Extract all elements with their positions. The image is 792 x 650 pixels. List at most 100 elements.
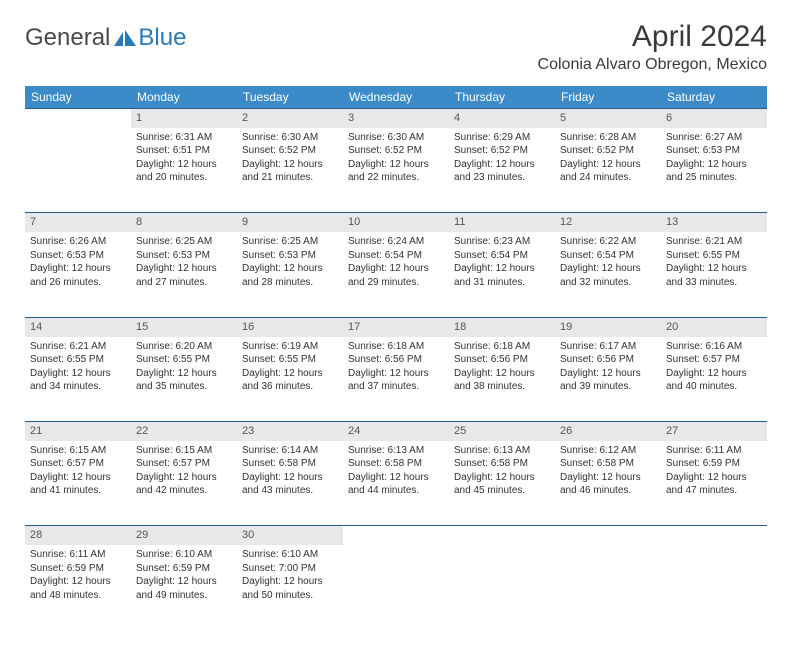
day-info-line: Daylight: 12 hours: [242, 158, 338, 172]
day-info-line: Sunrise: 6:12 AM: [560, 444, 656, 458]
day-info-line: and 48 minutes.: [30, 589, 126, 603]
logo-sail-icon: [114, 30, 136, 48]
day-info-line: Sunrise: 6:28 AM: [560, 131, 656, 145]
day-info-line: Daylight: 12 hours: [454, 158, 550, 172]
day-info-line: and 34 minutes.: [30, 380, 126, 394]
day-data-cell: Sunrise: 6:28 AMSunset: 6:52 PMDaylight:…: [555, 128, 661, 213]
day-info-line: Sunrise: 6:16 AM: [666, 340, 762, 354]
day-info-line: Sunrise: 6:13 AM: [348, 444, 444, 458]
day-info-line: Sunrise: 6:21 AM: [30, 340, 126, 354]
day-info-line: and 20 minutes.: [136, 171, 232, 185]
day-info-line: and 41 minutes.: [30, 484, 126, 498]
day-data-cell: [25, 128, 131, 213]
day-info-line: Sunrise: 6:25 AM: [136, 235, 232, 249]
day-info-line: and 43 minutes.: [242, 484, 338, 498]
day-info-line: Sunset: 6:57 PM: [30, 457, 126, 471]
day-info-line: and 25 minutes.: [666, 171, 762, 185]
day-number-cell: 1: [131, 109, 237, 128]
day-info-line: Sunset: 6:51 PM: [136, 144, 232, 158]
day-number-cell: 3: [343, 109, 449, 128]
weekday-header: Tuesday: [237, 86, 343, 109]
day-number-cell: 7: [25, 213, 131, 232]
day-data-cell: Sunrise: 6:13 AMSunset: 6:58 PMDaylight:…: [343, 441, 449, 526]
day-data-cell: Sunrise: 6:11 AMSunset: 6:59 PMDaylight:…: [25, 545, 131, 630]
day-info-line: Sunset: 6:55 PM: [242, 353, 338, 367]
day-info-line: Sunrise: 6:20 AM: [136, 340, 232, 354]
day-info-line: and 46 minutes.: [560, 484, 656, 498]
day-info-line: Sunrise: 6:17 AM: [560, 340, 656, 354]
day-data-cell: Sunrise: 6:10 AMSunset: 6:59 PMDaylight:…: [131, 545, 237, 630]
day-info-line: Sunset: 6:58 PM: [560, 457, 656, 471]
day-info-line: Sunrise: 6:10 AM: [136, 548, 232, 562]
day-data-cell: Sunrise: 6:29 AMSunset: 6:52 PMDaylight:…: [449, 128, 555, 213]
day-data-cell: Sunrise: 6:21 AMSunset: 6:55 PMDaylight:…: [25, 337, 131, 422]
day-data-cell: Sunrise: 6:20 AMSunset: 6:55 PMDaylight:…: [131, 337, 237, 422]
logo-text-blue: Blue: [138, 24, 186, 52]
weekday-header: Friday: [555, 86, 661, 109]
calendar-table: Sunday Monday Tuesday Wednesday Thursday…: [25, 86, 767, 630]
day-data-cell: Sunrise: 6:18 AMSunset: 6:56 PMDaylight:…: [343, 337, 449, 422]
day-data-cell: Sunrise: 6:18 AMSunset: 6:56 PMDaylight:…: [449, 337, 555, 422]
day-info-line: Daylight: 12 hours: [136, 471, 232, 485]
day-number-cell: 9: [237, 213, 343, 232]
day-number-cell: 22: [131, 422, 237, 441]
day-info-line: Daylight: 12 hours: [454, 367, 550, 381]
day-info-line: and 42 minutes.: [136, 484, 232, 498]
day-info-line: Sunrise: 6:31 AM: [136, 131, 232, 145]
day-data-cell: Sunrise: 6:13 AMSunset: 6:58 PMDaylight:…: [449, 441, 555, 526]
day-data-cell: Sunrise: 6:10 AMSunset: 7:00 PMDaylight:…: [237, 545, 343, 630]
day-info-line: Daylight: 12 hours: [454, 262, 550, 276]
day-info-line: Sunrise: 6:30 AM: [242, 131, 338, 145]
day-info-line: Sunrise: 6:15 AM: [30, 444, 126, 458]
day-data-cell: Sunrise: 6:27 AMSunset: 6:53 PMDaylight:…: [661, 128, 767, 213]
day-number-cell: 25: [449, 422, 555, 441]
day-number-cell: 2: [237, 109, 343, 128]
day-info-line: Sunset: 6:53 PM: [242, 249, 338, 263]
day-info-line: Sunset: 6:58 PM: [348, 457, 444, 471]
day-info-line: and 47 minutes.: [666, 484, 762, 498]
day-number-row: 21222324252627: [25, 422, 767, 441]
day-info-line: Sunrise: 6:15 AM: [136, 444, 232, 458]
day-number-cell: 17: [343, 317, 449, 336]
day-info-line: Daylight: 12 hours: [666, 158, 762, 172]
day-info-line: and 35 minutes.: [136, 380, 232, 394]
weekday-header: Thursday: [449, 86, 555, 109]
day-number-cell: 29: [131, 526, 237, 545]
day-info-line: Sunset: 6:55 PM: [136, 353, 232, 367]
day-info-line: Daylight: 12 hours: [560, 158, 656, 172]
day-info-line: and 37 minutes.: [348, 380, 444, 394]
day-info-line: Sunset: 6:57 PM: [136, 457, 232, 471]
day-number-cell: 12: [555, 213, 661, 232]
location-text: Colonia Alvaro Obregon, Mexico: [538, 56, 767, 74]
day-data-cell: Sunrise: 6:21 AMSunset: 6:55 PMDaylight:…: [661, 232, 767, 317]
day-info-line: and 49 minutes.: [136, 589, 232, 603]
day-number-cell: [661, 526, 767, 545]
logo-text-general: General: [25, 24, 110, 52]
day-info-line: Sunset: 6:52 PM: [454, 144, 550, 158]
day-data-cell: Sunrise: 6:12 AMSunset: 6:58 PMDaylight:…: [555, 441, 661, 526]
day-info-line: Sunset: 6:56 PM: [454, 353, 550, 367]
day-info-line: Sunrise: 6:13 AM: [454, 444, 550, 458]
day-info-line: Daylight: 12 hours: [560, 367, 656, 381]
day-info-line: Daylight: 12 hours: [666, 367, 762, 381]
day-info-line: Sunset: 6:56 PM: [348, 353, 444, 367]
day-number-cell: [343, 526, 449, 545]
day-data-row: Sunrise: 6:11 AMSunset: 6:59 PMDaylight:…: [25, 545, 767, 630]
day-number-cell: 5: [555, 109, 661, 128]
day-info-line: Daylight: 12 hours: [136, 158, 232, 172]
day-info-line: Sunset: 6:55 PM: [666, 249, 762, 263]
day-info-line: Sunset: 6:54 PM: [348, 249, 444, 263]
day-info-line: Sunset: 6:59 PM: [666, 457, 762, 471]
day-info-line: Sunrise: 6:18 AM: [348, 340, 444, 354]
day-info-line: and 36 minutes.: [242, 380, 338, 394]
day-info-line: Daylight: 12 hours: [136, 575, 232, 589]
day-number-row: 123456: [25, 109, 767, 128]
day-info-line: Sunrise: 6:25 AM: [242, 235, 338, 249]
day-data-cell: [661, 545, 767, 630]
day-data-cell: [449, 545, 555, 630]
day-data-row: Sunrise: 6:15 AMSunset: 6:57 PMDaylight:…: [25, 441, 767, 526]
day-number-row: 14151617181920: [25, 317, 767, 336]
day-info-line: Sunrise: 6:27 AM: [666, 131, 762, 145]
weekday-header: Sunday: [25, 86, 131, 109]
day-info-line: Daylight: 12 hours: [560, 471, 656, 485]
